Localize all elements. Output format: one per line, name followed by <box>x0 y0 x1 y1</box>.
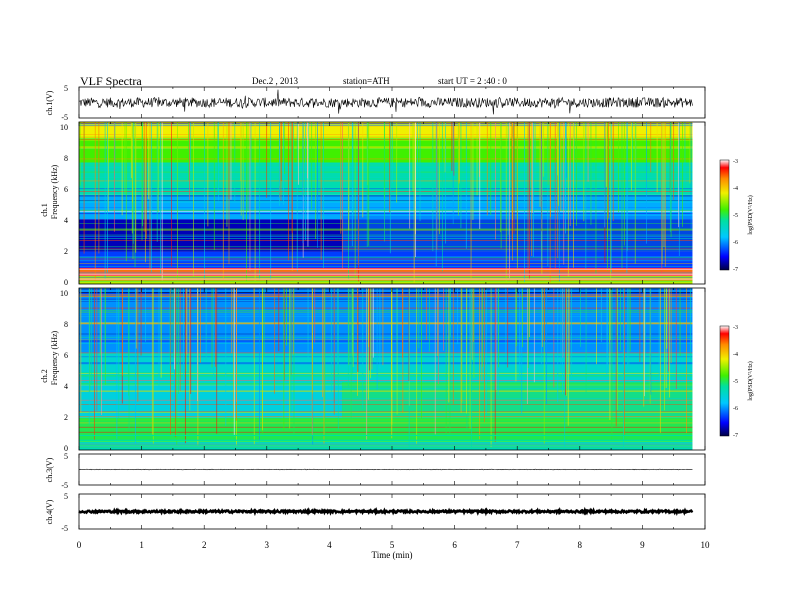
spectrogram-band <box>79 288 693 353</box>
ch2-freq-tick-6: 6 <box>64 351 68 360</box>
time-tick-0: 0 <box>77 540 82 550</box>
time-tick-6: 6 <box>452 540 457 550</box>
ch1-cbar-tick-m4: -4 <box>733 186 738 192</box>
ch4-ytick-bottom: -5 <box>61 524 68 533</box>
ch2-spectrogram-plot <box>78 288 706 450</box>
ch2-freq-tick-0: 0 <box>64 444 68 453</box>
ch3-waveform-trace <box>78 468 693 471</box>
time-tick-2: 2 <box>202 540 207 550</box>
ch1-freq-tick-10: 10 <box>60 123 68 132</box>
ch1-cbar-tick-m3: -3 <box>733 159 738 165</box>
ch1-ytick-top: 5 <box>64 84 68 93</box>
spectrogram-band <box>79 251 693 268</box>
station-label: station=ATH <box>343 76 390 86</box>
ch1-cbar-tick-m7: -7 <box>733 267 738 273</box>
time-axis-label: Time (min) <box>372 550 413 560</box>
ch2-freq-tick-8: 8 <box>64 320 68 329</box>
figure-title: VLF Spectra <box>80 74 142 88</box>
ch2-cbar-label: log(PSD(V²/Hz) <box>747 361 754 400</box>
time-tick-3: 3 <box>265 540 270 550</box>
ch3-waveform-plot <box>78 454 706 485</box>
ch2-cbar-tick-m6: -6 <box>733 406 738 412</box>
ch2-freq-ylabel: Frequency (kHz) <box>50 330 59 385</box>
ch1-spectrogram-plot <box>78 122 706 284</box>
ch1-ylabel: ch.1(V) <box>45 90 54 115</box>
spectrogram-no-data <box>692 288 705 450</box>
ch1-waveform-frame <box>78 86 706 119</box>
ch2-cbar-tick-m5: -5 <box>733 379 738 385</box>
ch2-spectrogram-panel: 0 2 4 6 8 10 ch.2 Frequency (kHz) -3 -4 … <box>40 287 754 453</box>
ch1-cbar-tick-m6: -6 <box>733 240 738 246</box>
ch4-waveform-trace <box>78 506 694 517</box>
ch3-ytick-top: 5 <box>64 452 68 461</box>
time-tick-10: 10 <box>701 540 711 550</box>
spectrogram-band <box>79 138 693 163</box>
ch1-freq-tick-0: 0 <box>64 278 68 287</box>
ch1-freq-tick-4: 4 <box>64 216 68 225</box>
ch2-freq-tick-4: 4 <box>64 382 68 391</box>
ch2-freq-tick-2: 2 <box>64 413 68 422</box>
ch1-freq-ylabel: Frequency (kHz) <box>50 164 59 219</box>
ch4-waveform-plot <box>78 494 706 529</box>
start-time-label: start UT = 2 :40 : 0 <box>438 76 507 86</box>
ch1-waveform-panel: 5 -5 ch.1(V) <box>45 84 706 122</box>
spectrogram-band <box>79 417 693 442</box>
ch1-spectrogram-frame <box>78 121 706 285</box>
ch3-waveform-panel: 5 -5 ch.3(V) <box>45 452 706 490</box>
ch1-ytick-bottom: -5 <box>61 113 68 122</box>
ch4-ytick-top: 5 <box>64 492 68 501</box>
ch2-cbar-tick-m4: -4 <box>733 352 738 358</box>
ch2-freq-tick-10: 10 <box>60 289 68 298</box>
ch1-freq-tick-8: 8 <box>64 154 68 163</box>
ch4-ylabel: ch.4(V) <box>45 499 54 524</box>
ch3-waveform-frame <box>78 453 706 486</box>
ch1-cbar-label: log(PSD(V²/Hz) <box>747 195 754 234</box>
spectrogram-band <box>79 194 693 220</box>
spectrogram-band <box>79 122 693 139</box>
time-tick-1: 1 <box>139 540 144 550</box>
time-tick-9: 9 <box>640 540 645 550</box>
ch4-waveform-frame <box>78 493 706 530</box>
ch1-spectrogram-panel: 0 2 4 6 8 10 ch.1 Frequency (kHz) -3 -4 … <box>40 121 754 287</box>
ch2-cbar-tick-m7: -7 <box>733 433 738 439</box>
spectrogram-transition-region <box>341 381 693 418</box>
ch1-channel-label: ch.1 <box>40 203 49 217</box>
ch1-waveform-trace <box>78 89 693 115</box>
time-tick-5: 5 <box>390 540 395 550</box>
ch1-freq-tick-6: 6 <box>64 185 68 194</box>
ch2-cbar-tick-m3: -3 <box>733 325 738 331</box>
date-label: Dec.2 , 2013 <box>252 76 298 86</box>
ch1-cbar-tick-m5: -5 <box>733 213 738 219</box>
spectrogram-band <box>79 267 693 276</box>
spectrogram-no-data <box>692 122 705 284</box>
time-tick-4: 4 <box>327 540 332 550</box>
ch2-colorbar <box>719 325 730 437</box>
time-tick-8: 8 <box>578 540 583 550</box>
ch1-waveform-plot <box>78 87 706 118</box>
ch2-spectrogram-frame <box>78 287 706 451</box>
ch4-waveform-panel: 5 -5 ch.4(V) <box>45 492 706 533</box>
ch3-ylabel: ch.3(V) <box>45 457 54 482</box>
ch2-channel-label: ch.2 <box>40 369 49 383</box>
spectrogram-band <box>79 352 693 386</box>
ch1-colorbar <box>719 159 730 271</box>
ch3-ytick-bottom: -5 <box>61 481 68 490</box>
time-tick-7: 7 <box>515 540 520 550</box>
ch1-freq-tick-2: 2 <box>64 247 68 256</box>
